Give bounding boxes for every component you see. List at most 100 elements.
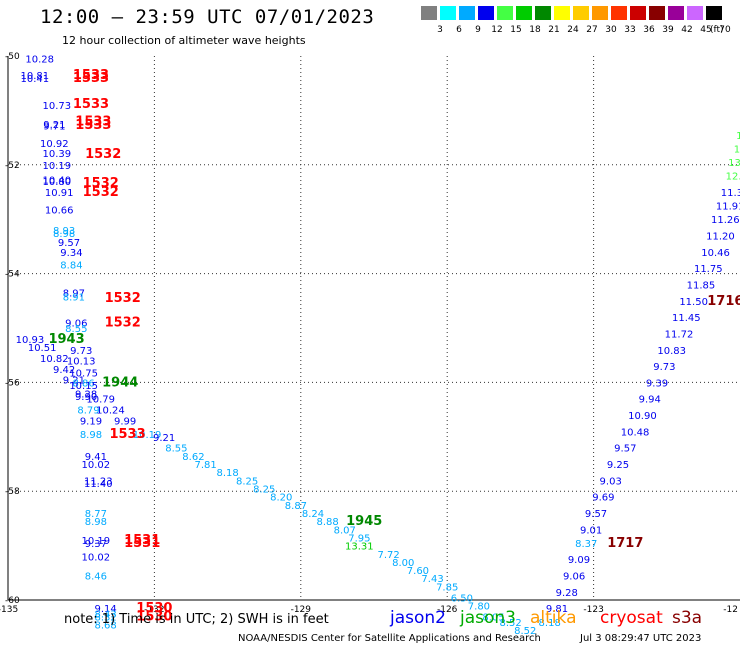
wave-height-label: 11.85 xyxy=(687,280,716,291)
pass-time-label: 1716 xyxy=(707,294,740,309)
wave-height-label: 9.14 xyxy=(94,604,116,615)
wave-height-label: 11.75 xyxy=(694,264,723,275)
wave-height-label: 10.92 xyxy=(40,139,69,150)
wave-height-label: 8.52 xyxy=(500,618,522,629)
wave-height-label: 6.50 xyxy=(451,593,473,604)
wave-height-label: 9.06 xyxy=(563,572,585,583)
wave-height-label: 10.15 xyxy=(69,381,98,392)
wave-height-label: 8.37 xyxy=(575,539,597,550)
legend-swatch xyxy=(706,6,722,20)
legend-label: 45 xyxy=(700,25,712,35)
wave-height-label: 10.66 xyxy=(45,205,74,216)
pass-time-label: 1532 xyxy=(83,185,119,200)
wave-height-label: 9.69 xyxy=(592,493,614,504)
wave-height-label: 8.32 xyxy=(94,612,116,623)
wave-height-label: 10.19 xyxy=(82,536,111,547)
wave-height-label: 8.00 xyxy=(392,558,414,569)
wave-height-label: 12.2 xyxy=(734,144,740,155)
satellite-altika: altika xyxy=(530,608,577,628)
wave-height-label: 9.81 xyxy=(546,604,568,615)
wave-height-label: 7.85 xyxy=(436,582,458,593)
legend-label: 42 xyxy=(681,25,693,35)
satellite-cryosat: cryosat xyxy=(600,608,663,628)
pass-time-label: 1533 xyxy=(75,114,111,129)
wave-height-label: 9.94 xyxy=(639,395,661,406)
wave-height-label: 8.77 xyxy=(85,509,107,520)
wave-height-label: 8.84 xyxy=(60,260,82,271)
wave-height-label: 13.0 xyxy=(736,131,740,142)
wave-height-label: 8.20 xyxy=(270,493,292,504)
pass-time-label: 1532 xyxy=(105,316,141,331)
pass-time-label: 1531 xyxy=(124,536,160,551)
wave-height-label: 13.31 xyxy=(345,542,374,553)
pass-time-label: 1530 xyxy=(136,609,172,624)
wave-height-label: 8.46 xyxy=(85,572,107,583)
legend-label: 27 xyxy=(586,25,598,35)
wave-height-label: 8.98 xyxy=(85,517,107,528)
wave-height-label: 7.72 xyxy=(378,550,400,561)
legend-swatch xyxy=(611,6,627,20)
legend-label: 70 xyxy=(719,25,731,35)
legend-swatch xyxy=(649,6,665,20)
y-tick-label: -54 xyxy=(5,270,20,280)
wave-height-label: 9.21 xyxy=(63,376,85,387)
wave-height-label: 10.48 xyxy=(621,427,650,438)
wave-height-label: 10.82 xyxy=(40,354,69,365)
wave-height-label: 8.55 xyxy=(65,324,87,335)
legend-label: 15 xyxy=(510,25,522,35)
y-tick-label: -60 xyxy=(5,596,20,606)
satellite-jason2: jason2 xyxy=(390,608,446,628)
wave-height-label: 9.19 xyxy=(80,416,102,427)
wave-height-label: 8.88 xyxy=(317,517,339,528)
wave-height-label: 12.39 xyxy=(726,172,740,183)
wave-height-label: 11.32 xyxy=(721,188,740,199)
wave-height-label: 8.62 xyxy=(182,452,204,463)
wave-height-label: 8.98 xyxy=(53,229,75,240)
legend-swatch xyxy=(478,6,494,20)
x-tick-label: -132 xyxy=(144,605,164,615)
wave-height-label: 10.93 xyxy=(16,335,45,346)
wave-height-label: 8.98 xyxy=(80,430,102,441)
wave-height-label: 8.18 xyxy=(539,618,561,629)
wave-height-label: 10.83 xyxy=(657,346,686,357)
page-title: 12:00 — 23:59 UTC 07/01/2023 xyxy=(40,6,375,28)
x-tick-label: -126 xyxy=(437,605,458,615)
wave-height-label: 8.79 xyxy=(77,406,99,417)
wave-height-label: 9.21 xyxy=(153,433,175,444)
wave-height-label: 10.24 xyxy=(96,406,125,417)
wave-height-label: 9.34 xyxy=(60,248,82,259)
wave-height-label: 8.91 xyxy=(63,292,85,303)
pass-time-label: 1533 xyxy=(75,118,111,133)
wave-height-label: 9.71 xyxy=(43,122,65,133)
wave-height-label: 9.57 xyxy=(58,238,80,249)
pass-time-label: 1533 xyxy=(73,68,109,83)
pass-time-label: 1533 xyxy=(73,71,109,86)
wave-height-label: 8.97 xyxy=(63,289,85,300)
legend-label: 24 xyxy=(567,25,579,35)
wave-height-label: 10.73 xyxy=(42,101,71,112)
legend-swatch xyxy=(421,6,437,20)
wave-height-label: 11.50 xyxy=(679,297,708,308)
pass-time-label: 1530 xyxy=(136,601,172,616)
wave-height-label: 10.81 xyxy=(21,71,50,82)
legend-swatch xyxy=(440,6,456,20)
wave-height-label: 7.81 xyxy=(195,460,217,471)
wave-height-label: 8.05 xyxy=(482,612,504,623)
wave-height-label: 9.57 xyxy=(614,444,636,455)
y-tick-label: -56 xyxy=(5,378,20,388)
x-tick-label: -12 xyxy=(723,605,738,615)
wave-height-label: 9.42 xyxy=(53,365,75,376)
wave-height-label: 9.21 xyxy=(43,120,65,131)
wave-height-label: 8.25 xyxy=(253,484,275,495)
wave-height-label: 10.28 xyxy=(25,55,54,66)
pass-time-label: 1717 xyxy=(607,536,643,551)
wave-height-label: 10.13 xyxy=(67,357,96,368)
legend-unit: (ft) xyxy=(710,25,724,35)
legend-swatch xyxy=(459,6,475,20)
wave-height-label: 10.90 xyxy=(628,411,657,422)
wave-height-label: 10.19 xyxy=(42,161,71,172)
wave-height-label: 10.75 xyxy=(69,369,98,380)
wave-height-label: 10.80 xyxy=(42,177,71,188)
